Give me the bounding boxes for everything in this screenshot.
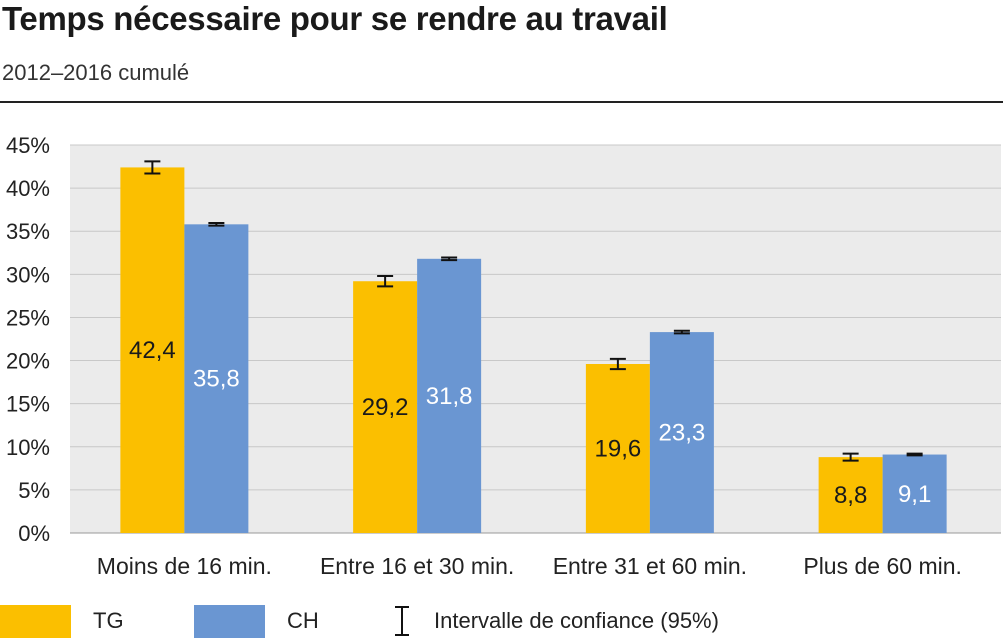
bar-tg-1 bbox=[120, 167, 185, 533]
legend-swatch-tg bbox=[0, 604, 71, 638]
legend-item-tg: TG bbox=[0, 604, 124, 638]
y-tick-label: 45% bbox=[6, 133, 50, 158]
y-tick-label: 5% bbox=[18, 478, 50, 503]
chart-title: Temps nécessaire pour se rendre au trava… bbox=[2, 0, 668, 37]
legend-label-ci: Intervalle de confiance (95%) bbox=[434, 608, 719, 633]
error-bar-ch-4 bbox=[906, 452, 923, 457]
error-bar-ch-2 bbox=[441, 256, 458, 262]
data-label-tg-2: 29,2 bbox=[362, 394, 409, 421]
chart-subtitle: 2012–2016 cumulé bbox=[2, 60, 190, 85]
x-tick-label: Plus de 60 min. bbox=[803, 553, 962, 579]
error-bar-ch-3 bbox=[673, 329, 690, 335]
x-tick-label: Moins de 16 min. bbox=[97, 553, 272, 579]
bar-tg-3 bbox=[585, 364, 650, 533]
data-label-tg-1: 42,4 bbox=[129, 337, 176, 364]
data-label-ch-1: 35,8 bbox=[193, 366, 240, 393]
x-tick-label: Entre 31 et 60 min. bbox=[553, 553, 747, 579]
data-label-ch-2: 31,8 bbox=[426, 383, 473, 410]
error-bar-tg-3 bbox=[609, 357, 626, 371]
legend-label-tg: TG bbox=[93, 608, 124, 633]
bar-tg-4 bbox=[818, 457, 883, 533]
y-tick-label: 25% bbox=[6, 305, 50, 330]
error-bar-ch-1 bbox=[208, 222, 225, 227]
legend-label-ch: CH bbox=[287, 608, 319, 633]
bar-ch-2 bbox=[417, 258, 482, 533]
y-tick-label: 10% bbox=[6, 435, 50, 460]
error-bar-tg-1 bbox=[144, 160, 161, 175]
data-label-tg-4: 8,8 bbox=[834, 482, 867, 509]
y-tick-label: 40% bbox=[6, 176, 50, 201]
error-bar-tg-2 bbox=[377, 275, 394, 288]
x-tick-label: Entre 16 et 30 min. bbox=[320, 553, 514, 579]
data-label-tg-3: 19,6 bbox=[595, 436, 642, 463]
y-tick-label: 0% bbox=[18, 521, 50, 546]
data-label-ch-3: 23,3 bbox=[659, 420, 706, 447]
error-bar-tg-4 bbox=[842, 452, 859, 462]
bar-ch-1 bbox=[184, 224, 249, 533]
title-divider bbox=[0, 101, 1003, 103]
legend-swatch-ch bbox=[194, 604, 265, 638]
legend-item-ch: CH bbox=[194, 604, 319, 638]
y-tick-label: 20% bbox=[6, 349, 50, 374]
bar-tg-2 bbox=[353, 281, 418, 533]
y-tick-label: 15% bbox=[6, 392, 50, 417]
bar-ch-3 bbox=[649, 332, 714, 533]
legend-item-ci: Intervalle de confiance (95%) bbox=[384, 604, 719, 638]
data-label-ch-4: 9,1 bbox=[898, 481, 931, 508]
bar-chart: 0% 5% 10% 15% 20% 25% 30% 35% 40% 45% 42,4 35,8 Moin… bbox=[6, 133, 1001, 579]
confidence-interval-icon bbox=[395, 606, 409, 636]
bar-ch-4 bbox=[882, 454, 947, 533]
y-tick-label: 35% bbox=[6, 219, 50, 244]
y-tick-label: 30% bbox=[6, 262, 50, 287]
